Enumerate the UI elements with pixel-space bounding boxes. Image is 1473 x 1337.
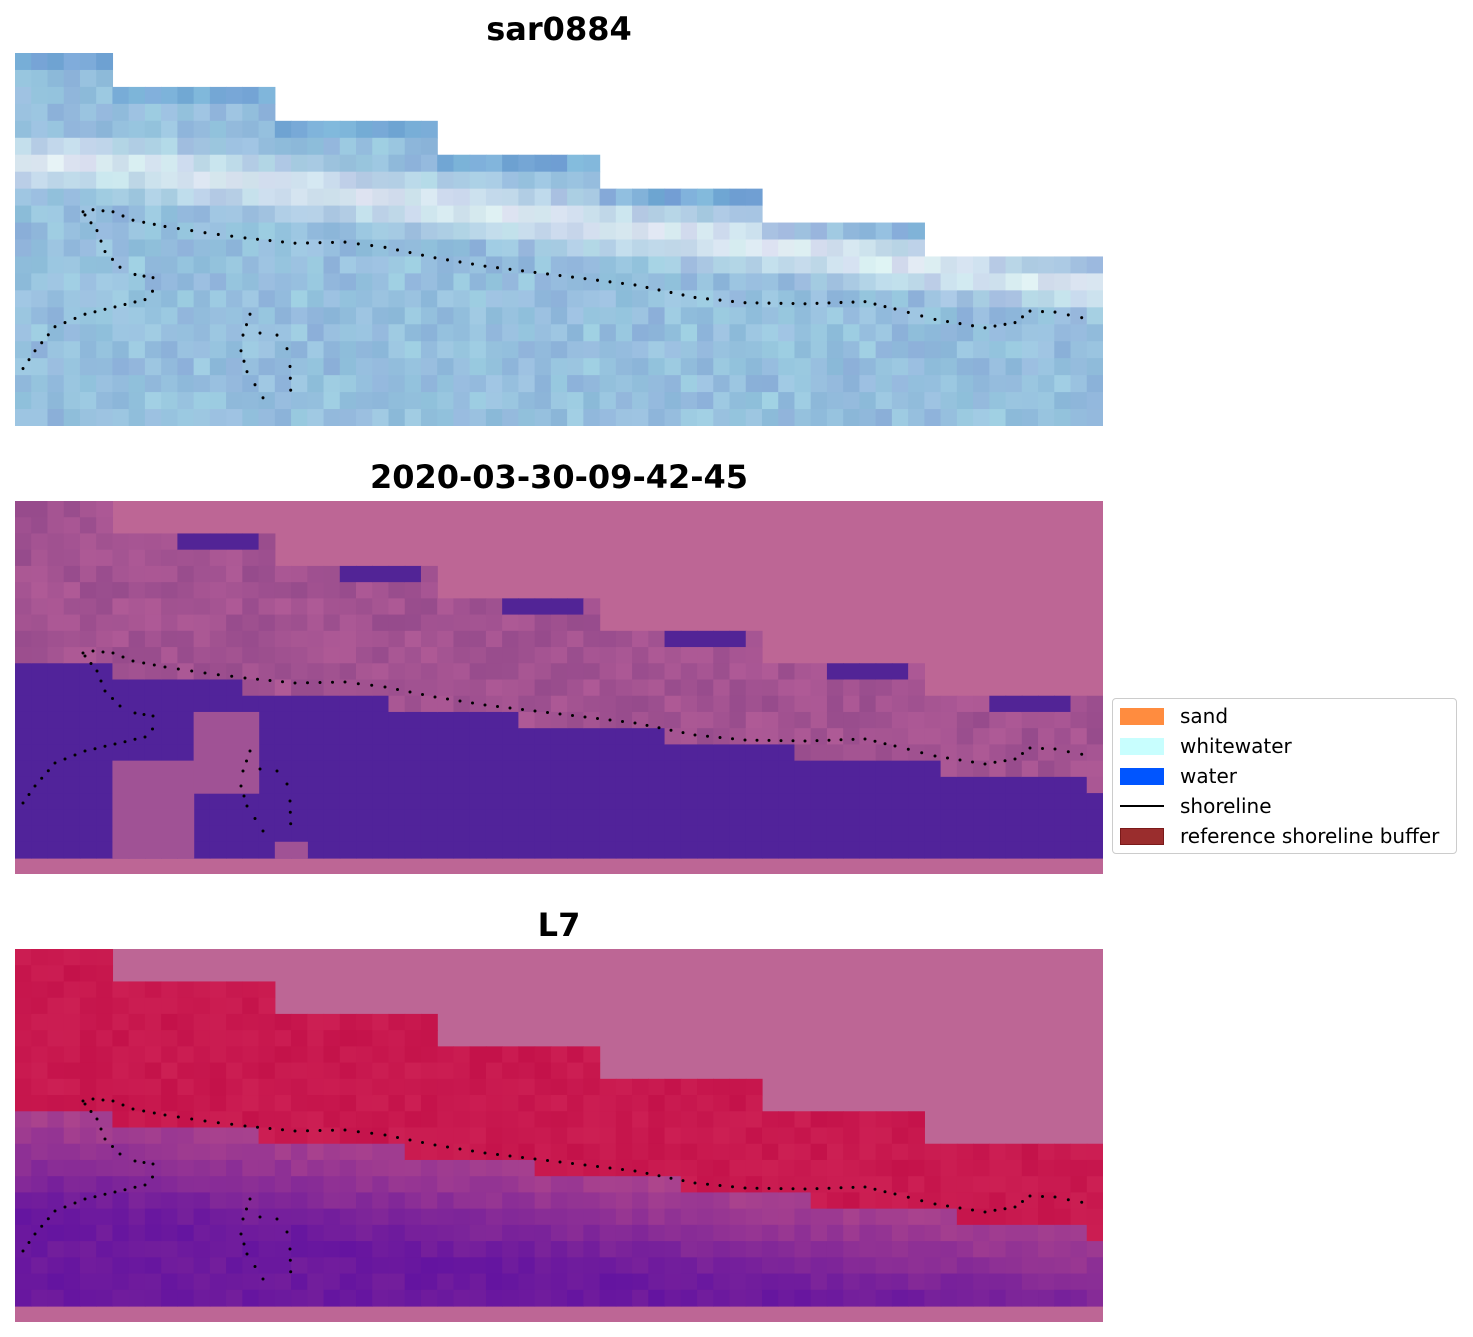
legend-label-water: water: [1180, 764, 1237, 788]
legend-label-sand: sand: [1180, 704, 1229, 728]
panel-title-3: L7: [537, 906, 581, 944]
whitewater-swatch-icon: [1120, 737, 1164, 755]
legend-item-buffer: reference shoreline buffer: [1120, 823, 1439, 849]
index-image-panel: [15, 949, 1103, 1322]
legend-label-buffer: reference shoreline buffer: [1180, 824, 1440, 848]
legend: sand whitewater water shoreline referenc…: [1112, 698, 1457, 854]
legend-item-sand: sand: [1120, 703, 1228, 729]
rgb-image-panel: [15, 53, 1103, 426]
legend-label-whitewater: whitewater: [1180, 734, 1292, 758]
legend-item-water: water: [1120, 763, 1237, 789]
buffer-swatch-icon: [1120, 827, 1164, 845]
shoreline-line-icon: [1120, 805, 1164, 807]
panel-title-2: 2020-03-30-09-42-45: [369, 458, 749, 496]
panel-title-1: sar0884: [486, 10, 632, 48]
legend-label-shoreline: shoreline: [1180, 794, 1272, 818]
sand-swatch-icon: [1120, 707, 1164, 725]
water-swatch-icon: [1120, 767, 1164, 785]
legend-item-shoreline: shoreline: [1120, 793, 1272, 819]
legend-item-whitewater: whitewater: [1120, 733, 1292, 759]
classified-image-panel: [15, 501, 1103, 874]
